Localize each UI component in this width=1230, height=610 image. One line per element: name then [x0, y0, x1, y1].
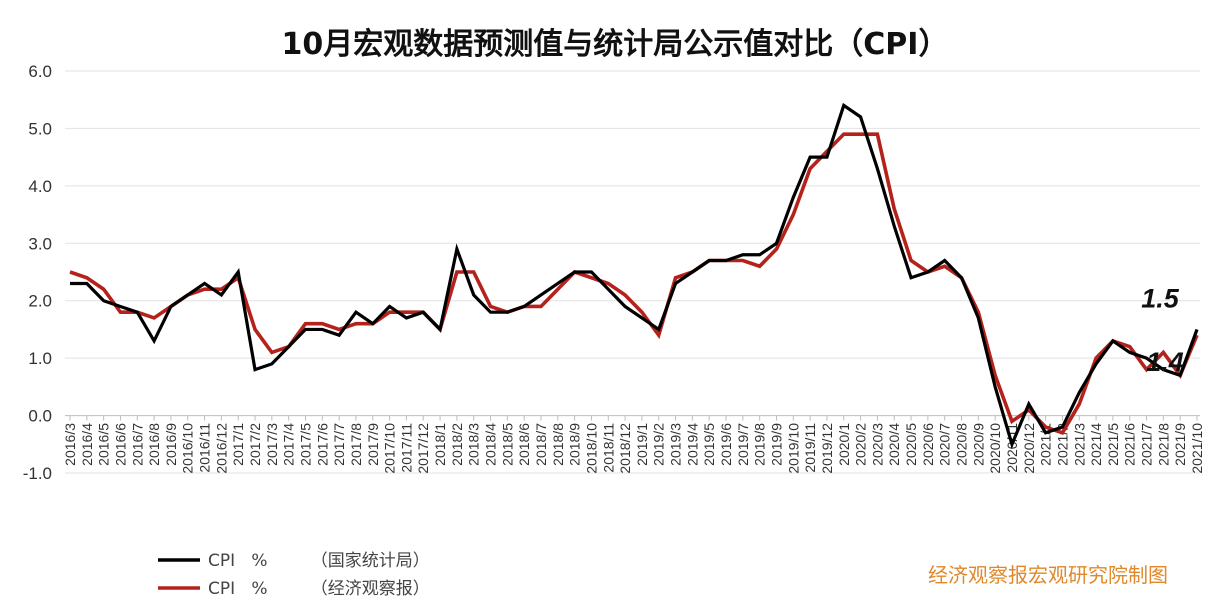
x-tick-label: 2018/8: [550, 423, 566, 466]
y-tick-label: 3.0: [28, 234, 52, 253]
x-tick-label: 2018/10: [583, 423, 599, 474]
x-tick-label: 2021/10: [1189, 423, 1205, 474]
x-tick-label: 2018/6: [516, 423, 532, 466]
x-tick-label: 2017/4: [281, 423, 297, 466]
x-tick-label: 2021/5: [1105, 423, 1121, 466]
x-tick-label: 2020/6: [920, 423, 936, 466]
annotation-label: 1.5: [1141, 283, 1180, 313]
x-tick-label: 2019/12: [819, 423, 835, 474]
x-tick-label: 2020/9: [970, 423, 986, 466]
x-tick-label: 2016/10: [180, 423, 196, 474]
y-tick-label: 2.0: [28, 292, 52, 311]
x-tick-label: 2018/1: [432, 423, 448, 466]
annotation-label: 1.4: [1146, 347, 1184, 377]
x-tick-label: 2016/9: [163, 423, 179, 466]
x-tick-label: 2018/12: [617, 423, 633, 474]
x-tick-label: 2019/9: [768, 423, 784, 466]
x-axis-ticks: 2016/3 2016/4 2016/5 2016/6 2016/7 2016/8 2016…: [62, 415, 1205, 474]
x-tick-label: 2021/6: [1122, 423, 1138, 466]
x-tick-label: 2021/1: [1038, 423, 1054, 466]
x-tick-label: 2019/5: [701, 423, 717, 466]
x-tick-label: 2019/6: [718, 423, 734, 466]
x-tick-label: 2019/10: [785, 423, 801, 474]
x-tick-label: 2020/12: [1021, 423, 1037, 474]
x-tick-label: 2021/4: [1088, 423, 1104, 466]
x-tick-label: 2020/10: [987, 423, 1003, 474]
x-tick-label: 2020/5: [903, 423, 919, 466]
x-tick-label: 2018/4: [483, 423, 499, 466]
chart-credit: 经济观察报宏观研究院制图: [928, 563, 1168, 587]
series-lines: [69, 102, 1199, 450]
x-tick-label: 2020/2: [853, 423, 869, 466]
x-tick-label: 2018/9: [567, 423, 583, 466]
y-tick-label: -1.0: [23, 464, 52, 483]
chart-title: 10月宏观数据预测值与统计局公示值对比（CPI）: [282, 27, 949, 62]
series-line-eeo: [69, 132, 1199, 435]
x-tick-label: 2019/11: [802, 423, 818, 473]
x-tick-label: 2020/1: [836, 423, 852, 466]
x-tick-label: 2020/8: [954, 423, 970, 466]
x-tick-label: 2017/9: [365, 423, 381, 466]
x-tick-label: 2016/4: [79, 423, 95, 466]
x-tick-label: 2019/4: [684, 423, 700, 466]
annotations: 1.5 1.4: [1141, 283, 1184, 377]
x-tick-label: 2017/3: [264, 423, 280, 466]
x-tick-label: 2019/2: [651, 423, 667, 466]
y-tick-label: 1.0: [28, 349, 52, 368]
x-tick-label: 2019/7: [735, 423, 751, 466]
x-tick-label: 2021/8: [1155, 423, 1171, 466]
x-tick-label: 2018/5: [499, 423, 515, 466]
x-tick-label: 2017/2: [247, 423, 263, 466]
x-tick-label: 2021/7: [1139, 423, 1155, 466]
x-tick-label: 2018/11: [600, 423, 616, 473]
y-axis-ticks: 6.0 5.0 4.0 3.0 2.0 1.0 0.0 -1.0: [23, 62, 52, 483]
x-tick-label: 2016/8: [146, 423, 162, 466]
x-tick-label: 2021/2: [1054, 423, 1070, 466]
x-tick-label: 2017/12: [415, 423, 431, 474]
x-tick-label: 2021/3: [1071, 423, 1087, 466]
legend: CPI % （国家统计局） CPI % （经济观察报）: [158, 551, 430, 599]
x-tick-label: 2017/1: [230, 423, 246, 466]
x-tick-label: 2020/3: [869, 423, 885, 466]
x-tick-label: 2018/7: [533, 423, 549, 466]
x-tick-label: 2019/8: [752, 423, 768, 466]
x-tick-label: 2017/11: [398, 423, 414, 473]
x-tick-label: 2016/5: [96, 423, 112, 466]
y-tick-label: 0.0: [28, 407, 52, 426]
x-tick-label: 2018/2: [449, 423, 465, 466]
y-tick-label: 4.0: [28, 177, 52, 196]
y-tick-label: 5.0: [28, 119, 52, 138]
x-tick-label: 2019/3: [668, 423, 684, 466]
x-tick-label: 2017/7: [331, 423, 347, 466]
x-tick-label: 2020/4: [886, 423, 902, 466]
x-tick-label: 2016/12: [213, 423, 229, 474]
legend-label: CPI % （国家统计局）: [208, 551, 430, 571]
x-tick-label: 2016/11: [197, 423, 213, 473]
y-tick-label: 6.0: [28, 62, 52, 81]
x-tick-label: 2016/7: [129, 423, 145, 466]
x-tick-label: 2017/10: [382, 423, 398, 474]
series-line-nbs: [70, 102, 1199, 450]
x-tick-label: 2020/7: [937, 423, 953, 466]
x-tick-label: 2019/1: [634, 423, 650, 466]
x-tick-label: 2016/3: [62, 423, 78, 466]
x-tick-label: 2017/5: [297, 423, 313, 466]
x-tick-label: 2017/8: [348, 423, 364, 466]
x-tick-label: 2018/3: [466, 423, 482, 466]
legend-label: CPI % （经济观察报）: [208, 579, 430, 599]
x-tick-label: 2021/9: [1172, 423, 1188, 466]
x-tick-label: 2017/6: [314, 423, 330, 466]
x-tick-label: 2016/6: [112, 423, 128, 466]
